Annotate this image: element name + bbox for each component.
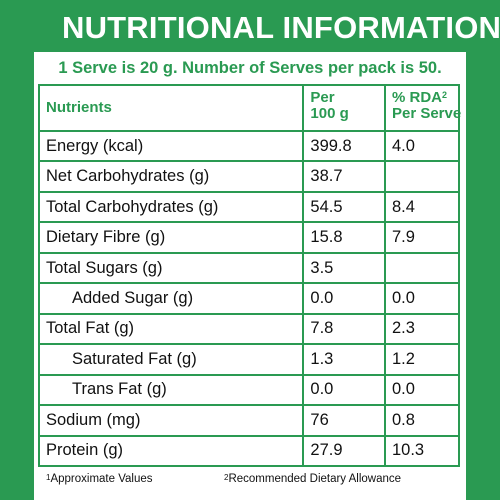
per-100g-value: 1.3 <box>302 343 386 376</box>
rda-value <box>383 251 461 285</box>
table-row: Saturated Fat (g) 1.3 1.2 <box>37 343 461 376</box>
table-row: Total Carbohydrates (g) 54.5 8.4 <box>37 190 461 224</box>
table-header-row: Nutrients Per 100 g % RDA2 Per Serve <box>37 84 461 132</box>
header-rda-per-serve: % RDA2 Per Serve <box>383 84 461 132</box>
footnote-rda: 2Recommended Dietary Allowance <box>224 473 402 485</box>
nutrition-table-box: Nutrients Per 100 g % RDA2 Per Serve Energ… <box>34 84 466 469</box>
nutrient-name: Sodium (mg) <box>37 404 305 437</box>
nutrient-name: Energy (kcal) <box>37 129 305 163</box>
footnotes: 1Approximate Values 2Recommended Dietary… <box>34 469 466 500</box>
per-100g-value: 54.5 <box>302 190 386 224</box>
table-row: Trans Fat (g) 0.0 0.0 <box>37 373 461 407</box>
per-100g-value: 0.0 <box>302 373 386 407</box>
header-nutrients: Nutrients <box>37 84 305 132</box>
serving-info-box: 1 Serve is 20 g. Number of Serves per pa… <box>34 50 466 84</box>
table-row: Protein (g) 27.9 10.3 <box>37 434 461 468</box>
nutrient-name: Total Carbohydrates (g) <box>37 190 305 224</box>
per-100g-value: 76 <box>302 404 386 437</box>
table-row: Energy (kcal) 399.8 4.0 <box>37 129 461 163</box>
nutrient-name: Added Sugar (g) <box>37 282 305 315</box>
rda-value: 0.0 <box>383 373 461 407</box>
rda-value: 0.8 <box>383 404 461 437</box>
per-100g-value: 0.0 <box>302 282 386 315</box>
per-100g-value: 399.8 <box>302 129 386 163</box>
nutrition-table: Nutrients Per 100 g % RDA2 Per Serve Energ… <box>37 84 461 468</box>
nutrient-name: Protein (g) <box>37 434 305 468</box>
nutrient-name: Dietary Fibre (g) <box>37 221 305 254</box>
header-per-100g: Per 100 g <box>302 84 386 132</box>
table-row: Total Sugars (g) 3.5 <box>37 251 461 285</box>
nutrient-name: Net Carbohydrates (g) <box>37 160 305 193</box>
per-100g-value: 15.8 <box>302 221 386 254</box>
per-100g-value: 3.5 <box>302 251 386 285</box>
nutrient-name: Total Sugars (g) <box>37 251 305 285</box>
rda-value: 2.3 <box>383 312 461 346</box>
rda-value: 8.4 <box>383 190 461 224</box>
nutrient-name: Total Fat (g) <box>37 312 305 346</box>
rda-value: 10.3 <box>383 434 461 468</box>
table-row: Total Fat (g) 7.8 2.3 <box>37 312 461 346</box>
table-row: Dietary Fibre (g) 15.8 7.9 <box>37 221 461 254</box>
rda-value <box>383 160 461 193</box>
table-row: Net Carbohydrates (g) 38.7 <box>37 160 461 193</box>
table-row: Sodium (mg) 76 0.8 <box>37 404 461 437</box>
nutrient-name: Saturated Fat (g) <box>37 343 305 376</box>
title-text: NUTRITIONAL INFORMATION <box>62 10 500 45</box>
rda-value: 0.0 <box>383 282 461 315</box>
per-100g-value: 38.7 <box>302 160 386 193</box>
rda-value: 1.2 <box>383 343 461 376</box>
per-100g-value: 7.8 <box>302 312 386 346</box>
rda-value: 4.0 <box>383 129 461 163</box>
table-row: Added Sugar (g) 0.0 0.0 <box>37 282 461 315</box>
per-100g-value: 27.9 <box>302 434 386 468</box>
nutrient-name: Trans Fat (g) <box>37 373 305 407</box>
footnote-approximate: 1Approximate Values <box>46 473 153 485</box>
rda-value: 7.9 <box>383 221 461 254</box>
serving-info-text: 1 Serve is 20 g. Number of Serves per pa… <box>58 59 442 77</box>
